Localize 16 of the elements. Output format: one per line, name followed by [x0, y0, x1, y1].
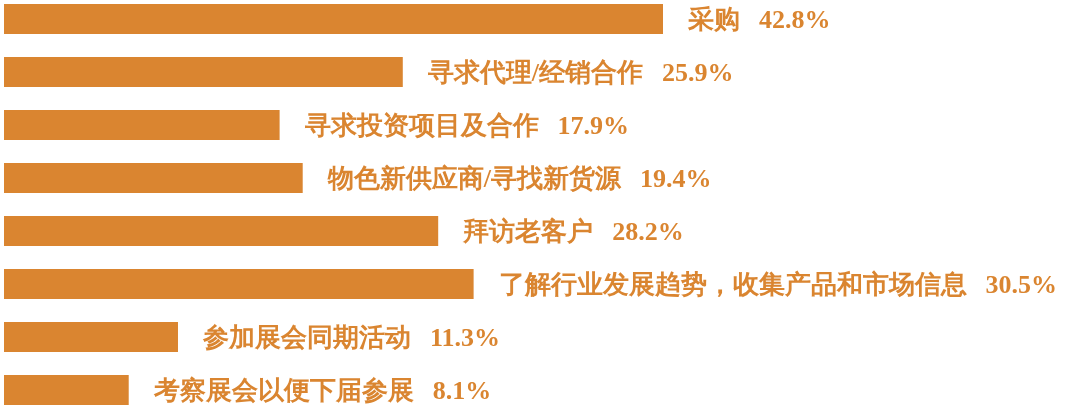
- data-label: 拜访老客户 28.2%: [462, 216, 684, 246]
- bar: [4, 57, 403, 87]
- bar: [4, 4, 663, 34]
- bar: [4, 110, 280, 140]
- bar: [4, 375, 129, 405]
- data-label: 了解行业发展趋势，收集产品和市场信息 30.5%: [498, 269, 1058, 299]
- data-label: 参加展会同期活动 11.3%: [201, 322, 501, 352]
- data-label: 物色新供应商/寻找新货源 19.4%: [326, 163, 712, 193]
- data-label: 考察展会以便下届参展 8.1%: [152, 375, 492, 405]
- bar: [4, 322, 178, 352]
- data-label: 采购 42.8%: [687, 4, 831, 34]
- data-label: 寻求投资项目及合作 17.9%: [303, 110, 630, 140]
- bar: [4, 269, 474, 299]
- data-label: 寻求代理/经销合作 25.9%: [426, 57, 734, 87]
- bar: [4, 163, 303, 193]
- bar: [4, 216, 439, 246]
